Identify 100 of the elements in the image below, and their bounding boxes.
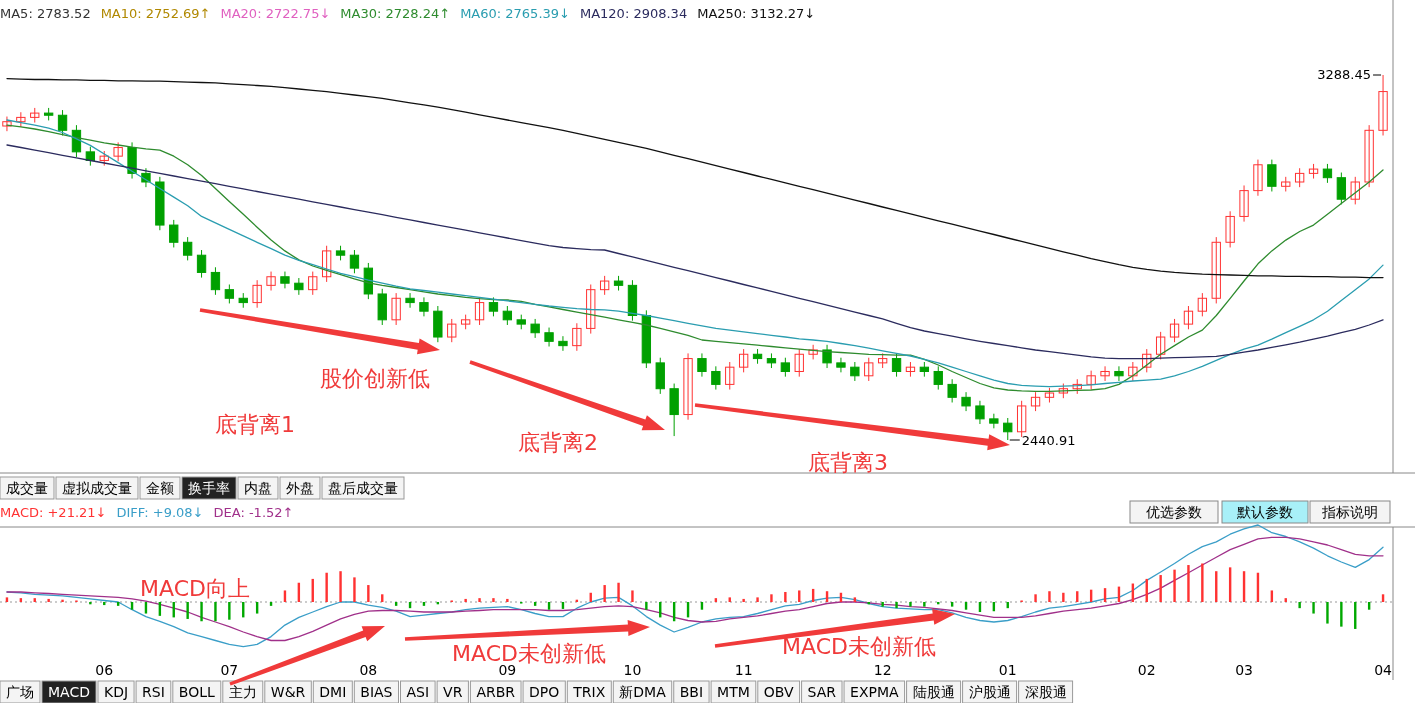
x-tick-label: 06 (95, 662, 114, 678)
bar (895, 602, 898, 609)
text: MACD: +21.21↓ (0, 505, 107, 520)
text: 默认参数 (1236, 504, 1293, 520)
bar (756, 597, 759, 602)
text: OBV (763, 684, 794, 700)
bar (506, 598, 509, 602)
annotation: MACD未创新低 (782, 634, 936, 659)
candlestick (1003, 417, 1013, 441)
candlestick (1169, 318, 1180, 343)
candlestick (850, 361, 860, 382)
bar (5, 597, 9, 602)
text: DEA: -1.52↑ (213, 505, 294, 520)
bar (89, 602, 92, 605)
candlestick (683, 352, 693, 421)
text: ARBR (476, 684, 516, 700)
candlestick (1114, 365, 1124, 382)
bar (770, 594, 773, 602)
text: DIFF: +9.08↓ (116, 505, 204, 520)
candlestick (989, 413, 999, 429)
text: 深股通 (1024, 684, 1067, 700)
candlestick (252, 279, 262, 309)
bar (1326, 602, 1329, 624)
bar (1062, 592, 1065, 602)
text: 虚拟成交量 (62, 480, 132, 496)
candlestick (558, 335, 568, 352)
text: MTM (717, 684, 750, 700)
candlestick (1253, 159, 1263, 197)
x-tick-label: 02 (1137, 662, 1156, 678)
bar (464, 598, 467, 602)
candlestick (488, 296, 499, 317)
text: 沪股通 (968, 684, 1011, 700)
candlestick (780, 357, 791, 378)
text: 换手率 (188, 480, 230, 496)
bar (728, 597, 731, 602)
text: SAR (807, 684, 837, 700)
candlestick (1225, 210, 1235, 248)
bar (1034, 594, 1037, 602)
candlestick (280, 271, 290, 289)
candlestick (1128, 361, 1138, 382)
x-tick-label: 10 (623, 662, 642, 678)
candlestick (586, 283, 596, 335)
text: 陆股通 (912, 684, 955, 700)
candlestick (864, 357, 874, 382)
candlestick (738, 348, 749, 373)
text: MA120: 2908.34 (579, 6, 688, 21)
text: VR (443, 684, 463, 700)
candlestick (294, 277, 304, 296)
candlestick (933, 365, 943, 391)
text: 外盘 (286, 480, 314, 496)
x-tick-label: 01 (998, 662, 1017, 678)
text: 金额 (146, 480, 174, 496)
candlestick (321, 245, 332, 283)
candlestick (599, 275, 610, 296)
candlestick (169, 219, 179, 248)
text: 成交量 (6, 480, 48, 496)
text: MA20: 2722.75↓ (220, 6, 331, 21)
candlestick (1183, 305, 1194, 330)
candlestick (794, 348, 804, 378)
bar (742, 598, 745, 602)
candlestick (947, 378, 957, 403)
text: 内盘 (244, 480, 272, 496)
text: MACD (48, 684, 90, 700)
bar (853, 597, 857, 602)
candlestick (2, 116, 12, 132)
candlestick (405, 292, 415, 309)
candlestick (1155, 331, 1166, 360)
text: TRIX (572, 684, 606, 700)
bar (353, 577, 356, 602)
candlestick (822, 344, 832, 369)
candlestick (502, 305, 513, 326)
candlestick (182, 236, 193, 261)
x-tick-label: 04 (1374, 662, 1393, 678)
bar (603, 585, 606, 602)
bar (1201, 563, 1204, 602)
candlestick (419, 296, 429, 317)
candlestick (1142, 348, 1152, 373)
candlestick (697, 352, 707, 378)
bar (617, 582, 620, 602)
bar (367, 585, 370, 602)
annotation: MACD向上 (140, 576, 250, 601)
text: KDJ (103, 684, 129, 700)
bar (1340, 602, 1343, 627)
candlestick (1016, 400, 1027, 438)
bar (61, 599, 64, 602)
bar (339, 571, 342, 602)
text: MA10: 2752.69↑ (100, 6, 211, 21)
candlestick (836, 357, 846, 373)
candlestick (224, 283, 235, 304)
annotation: 3288.45 (1317, 67, 1372, 82)
bar (325, 572, 328, 602)
candlestick (1336, 172, 1347, 205)
bar (950, 602, 954, 607)
candlestick (391, 292, 401, 326)
annotation: 底背离2 (518, 430, 598, 455)
candlestick (57, 109, 68, 136)
annotation: 2440.91 (1021, 433, 1076, 448)
text: MA5: 2783.52 (0, 6, 91, 21)
text: 新DMA (619, 684, 667, 700)
bar (1312, 602, 1315, 614)
